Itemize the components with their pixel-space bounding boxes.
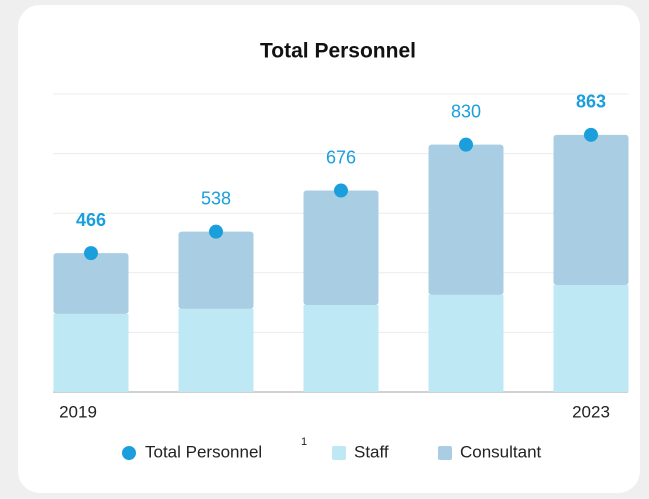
bar-segment xyxy=(428,294,504,392)
legend-label: Total Personnel xyxy=(145,442,262,461)
x-tick-label: 2023 xyxy=(572,402,610,421)
total-dot xyxy=(459,137,473,152)
total-dot xyxy=(84,246,98,261)
bar-segment xyxy=(428,144,504,295)
bar-segment xyxy=(53,313,129,392)
bar-segment xyxy=(553,134,629,286)
data-label: 538 xyxy=(201,188,231,208)
x-tick-label: 2019 xyxy=(59,402,97,421)
total-dot xyxy=(209,224,223,239)
total-dot xyxy=(584,127,598,142)
data-label: 863 xyxy=(576,92,606,112)
data-label: 676 xyxy=(326,147,356,167)
legend-marker xyxy=(122,446,136,460)
legend-label: Staff xyxy=(354,442,389,461)
legend-label: Consultant xyxy=(460,442,542,461)
legend-marker xyxy=(438,446,452,460)
chart-title: Total Personnel xyxy=(260,40,416,63)
legend-footnote: 1 xyxy=(301,436,307,448)
bar-segment xyxy=(303,190,379,305)
bar-segment xyxy=(53,253,129,314)
bar-segment xyxy=(178,231,254,309)
legend-marker xyxy=(332,446,346,460)
data-label: 830 xyxy=(451,101,481,121)
bar-segment xyxy=(553,285,629,392)
total-dot xyxy=(334,183,348,198)
bar-segment xyxy=(178,308,254,392)
data-label: 466 xyxy=(76,210,106,230)
bar-segment xyxy=(303,304,379,392)
